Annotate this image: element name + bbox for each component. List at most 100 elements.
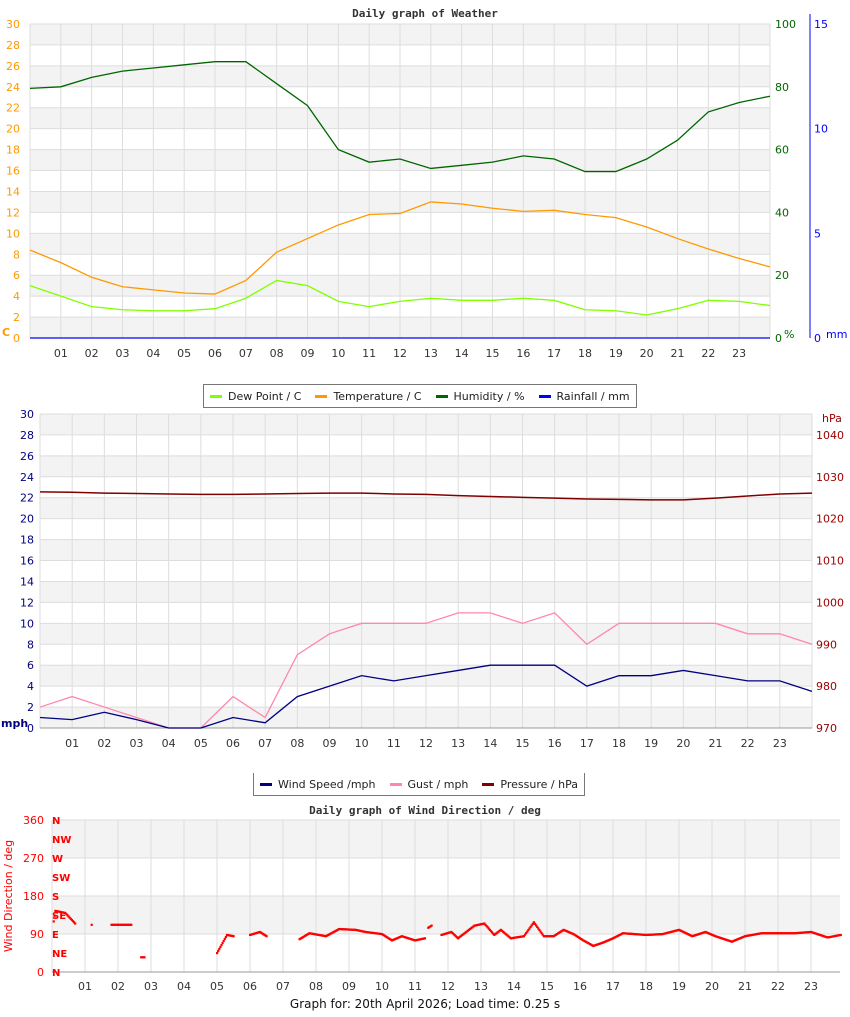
direction-point bbox=[657, 933, 660, 936]
y-tick-label: 22 bbox=[20, 492, 34, 505]
direction-point bbox=[569, 931, 572, 934]
y-tick-label: 28 bbox=[6, 39, 20, 52]
x-tick-label: 04 bbox=[162, 737, 176, 750]
direction-point bbox=[580, 937, 583, 941]
y-tick-label: 20 bbox=[6, 123, 20, 136]
direction-point bbox=[531, 922, 534, 925]
y2-tick-label: 1020 bbox=[816, 513, 844, 526]
y3-tick-label: 15 bbox=[814, 18, 828, 31]
x-tick-label: 17 bbox=[606, 980, 620, 993]
x-tick-label: 14 bbox=[483, 737, 497, 750]
y2-tick-label: 1030 bbox=[816, 471, 844, 484]
direction-point bbox=[706, 931, 709, 935]
y2-tick-label: 1000 bbox=[816, 596, 844, 609]
x-tick-label: 19 bbox=[609, 347, 623, 360]
x-tick-label: 02 bbox=[111, 980, 125, 993]
y3-tick-label: 10 bbox=[814, 123, 828, 136]
x-tick-label: 01 bbox=[54, 347, 68, 360]
direction-point bbox=[70, 918, 73, 922]
direction-point bbox=[761, 932, 764, 935]
y-tick-label: 28 bbox=[20, 429, 34, 442]
direction-point bbox=[492, 932, 495, 935]
legend-label: Dew Point / C bbox=[228, 389, 302, 403]
direction-point bbox=[527, 928, 530, 932]
compass-label: N bbox=[52, 968, 60, 979]
legend-item: Gust / mph bbox=[389, 778, 468, 791]
y2-axis-unit: hPa bbox=[822, 412, 842, 425]
direction-point bbox=[224, 935, 227, 939]
series-line bbox=[39, 491, 813, 501]
x-tick-label: 08 bbox=[270, 347, 284, 360]
series-line bbox=[39, 664, 813, 729]
x-tick-label: 04 bbox=[177, 980, 191, 993]
direction-point bbox=[528, 927, 531, 930]
y2-tick-label: 1040 bbox=[816, 429, 844, 442]
y-tick-label: 12 bbox=[20, 596, 34, 609]
y2-tick-label: 20 bbox=[775, 269, 789, 282]
direction-point bbox=[489, 930, 493, 933]
direction-point bbox=[71, 920, 75, 923]
y-tick-label: 360 bbox=[23, 814, 44, 827]
direction-point bbox=[65, 913, 68, 916]
y-tick-label: 8 bbox=[27, 638, 34, 651]
y-tick-label: 22 bbox=[6, 102, 20, 115]
direction-point bbox=[690, 934, 693, 937]
x-tick-label: 16 bbox=[573, 980, 587, 993]
direction-point bbox=[223, 937, 226, 941]
direction-point bbox=[596, 943, 599, 946]
x-tick-label: 23 bbox=[804, 980, 818, 993]
direction-point bbox=[66, 914, 69, 917]
y2-tick-label: 0 bbox=[775, 332, 782, 345]
direction-point bbox=[538, 928, 541, 932]
x-tick-label: 15 bbox=[486, 347, 500, 360]
direction-point bbox=[526, 930, 529, 933]
direction-point bbox=[701, 931, 704, 935]
direction-point bbox=[750, 933, 753, 937]
y-tick-label: 0 bbox=[13, 332, 20, 345]
x-tick-label: 06 bbox=[208, 347, 222, 360]
x-tick-label: 09 bbox=[342, 980, 356, 993]
y-tick-label: 10 bbox=[20, 617, 34, 630]
direction-point bbox=[524, 933, 527, 936]
series-line bbox=[29, 201, 771, 295]
series-line bbox=[29, 61, 771, 173]
x-tick-label: 21 bbox=[671, 347, 685, 360]
legend-label: Temperature / C bbox=[333, 389, 422, 403]
legend-label: Pressure / hPa bbox=[500, 777, 578, 791]
direction-point bbox=[679, 929, 682, 932]
direction-point bbox=[684, 931, 687, 935]
x-tick-label: 15 bbox=[540, 980, 554, 993]
direction-point bbox=[613, 936, 616, 939]
direction-point bbox=[514, 936, 517, 939]
direction-point bbox=[640, 933, 643, 936]
direction-point bbox=[783, 932, 786, 935]
direction-point bbox=[811, 931, 814, 934]
x-tick-label: 22 bbox=[771, 980, 785, 993]
x-tick-label: 20 bbox=[705, 980, 719, 993]
y-tick-label: 180 bbox=[23, 890, 44, 903]
x-tick-label: 22 bbox=[741, 737, 755, 750]
direction-point bbox=[602, 941, 605, 944]
direction-point bbox=[668, 931, 671, 934]
x-tick-label: 17 bbox=[580, 737, 594, 750]
direction-point bbox=[486, 926, 489, 929]
direction-point bbox=[530, 924, 533, 927]
y-tick-label: 16 bbox=[6, 165, 20, 178]
y-tick-label: 24 bbox=[20, 471, 34, 484]
y2-tick-label: 80 bbox=[775, 81, 789, 94]
x-tick-label: 02 bbox=[97, 737, 111, 750]
direction-point bbox=[124, 923, 127, 926]
x-tick-label: 12 bbox=[393, 347, 407, 360]
x-tick-label: 16 bbox=[548, 737, 562, 750]
y-axis-unit: mph bbox=[1, 717, 28, 730]
y2-tick-label: 40 bbox=[775, 206, 789, 219]
direction-point bbox=[222, 939, 225, 943]
direction-point bbox=[563, 929, 566, 932]
direction-point bbox=[585, 941, 588, 944]
direction-point bbox=[68, 916, 71, 919]
y2-tick-label: 970 bbox=[816, 722, 837, 735]
direction-point bbox=[794, 932, 797, 935]
x-tick-label: 03 bbox=[144, 980, 158, 993]
direction-point bbox=[739, 936, 742, 940]
direction-point bbox=[540, 932, 543, 935]
